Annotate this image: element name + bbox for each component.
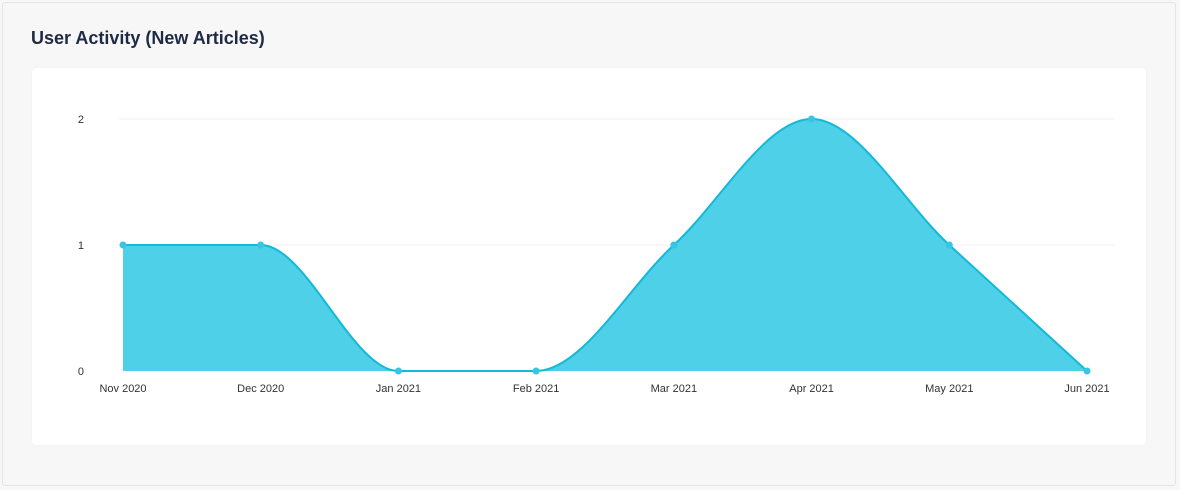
y-tick-label: 0	[78, 366, 84, 378]
x-tick-label: Mar 2021	[651, 383, 697, 395]
data-point[interactable]	[945, 241, 953, 249]
x-tick-label: May 2021	[925, 383, 973, 395]
data-point[interactable]	[670, 241, 678, 249]
x-tick-label: Apr 2021	[789, 383, 834, 395]
data-point[interactable]	[808, 115, 816, 123]
x-tick-label: Feb 2021	[513, 383, 559, 395]
data-point[interactable]	[257, 241, 265, 249]
area-fill	[123, 119, 1087, 371]
data-point[interactable]	[394, 367, 402, 375]
x-tick-label: Dec 2020	[237, 383, 284, 395]
panel-title: User Activity (New Articles)	[31, 28, 265, 48]
data-point[interactable]	[119, 241, 127, 249]
y-tick-label: 2	[78, 114, 84, 126]
data-point[interactable]	[532, 367, 540, 375]
x-tick-label: Jun 2021	[1064, 383, 1109, 395]
x-tick-label: Jan 2021	[376, 383, 421, 395]
chart-card: 0 1 2 Nov 2020 Dec 2020 Jan 2021 Feb 2021 Mar …	[32, 68, 1146, 445]
area-chart: 0 1 2 Nov 2020 Dec 2020 Jan 2021 Feb 2021 Mar …	[78, 114, 1115, 395]
y-tick-label: 1	[78, 240, 84, 252]
data-point[interactable]	[1083, 367, 1091, 375]
x-tick-label: Nov 2020	[99, 383, 146, 395]
series-line	[122, 117, 1088, 373]
